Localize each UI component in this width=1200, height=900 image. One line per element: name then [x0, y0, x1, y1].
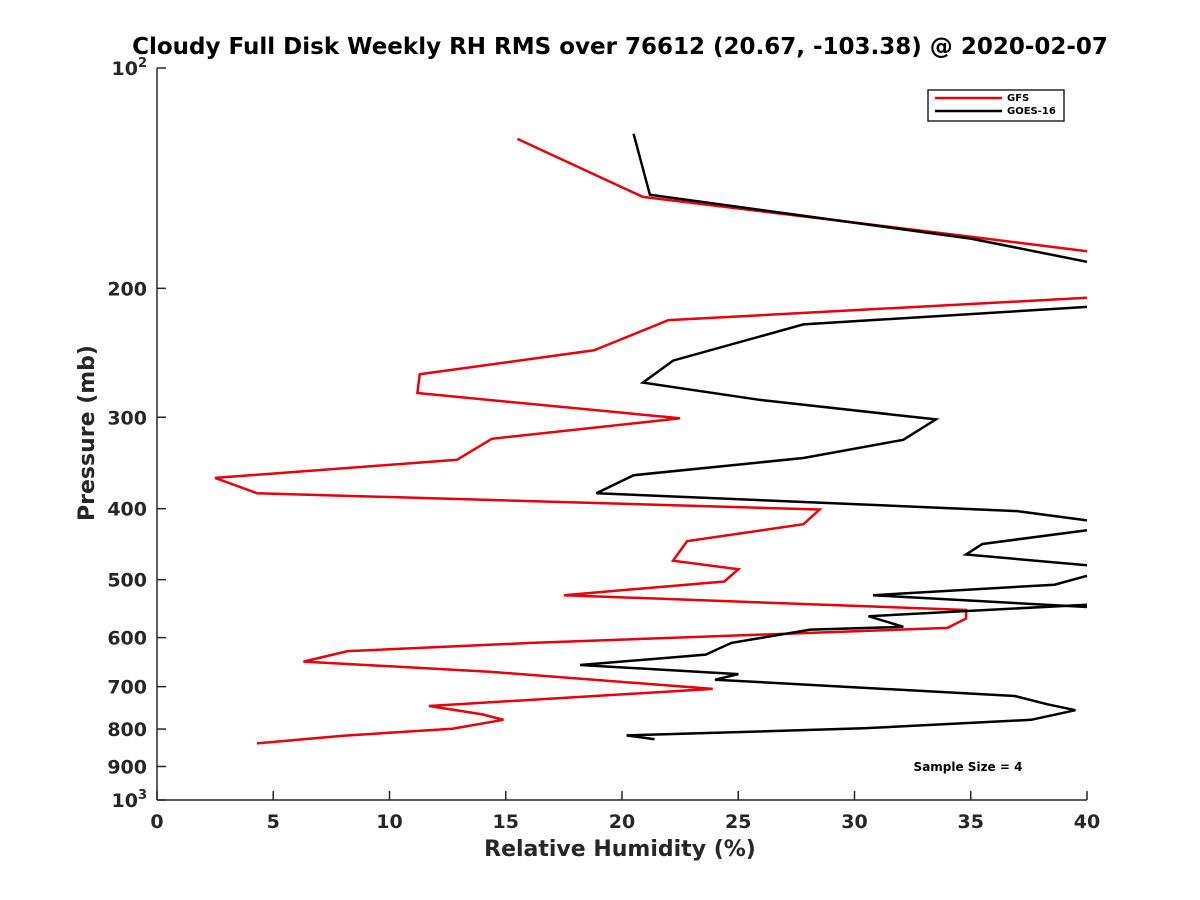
plot-axes: [156, 67, 1088, 801]
y-tick-label: 10: [112, 58, 138, 80]
x-tick-label: 15: [493, 811, 519, 833]
legend: GFS GOES-16: [927, 89, 1065, 122]
series-line-goes16-seg0: [632, 133, 1088, 264]
x-tick-label: 10: [376, 811, 402, 833]
series-line-goes16-seg4: [579, 603, 1088, 741]
chart-title: Cloudy Full Disk Weekly RH RMS over 7661…: [132, 34, 1108, 60]
y-tick-label: 700: [107, 677, 147, 699]
y-axis-title: Pressure (mb): [75, 345, 100, 521]
series-layer: [214, 133, 1088, 745]
y-tick-label: 500: [107, 570, 147, 592]
series-line-goes16-seg1: [595, 305, 1088, 522]
y-tick-label: 400: [107, 499, 147, 521]
x-tick-label: 20: [609, 811, 635, 833]
x-tick-label: 35: [958, 811, 984, 833]
y-tick-label: 300: [107, 407, 147, 429]
sample-size-annotation: Sample Size = 4: [914, 760, 1023, 774]
y-tick-exponent: 3: [138, 788, 147, 803]
y-tick-label: 600: [107, 628, 147, 650]
series-line-gfs-seg1: [214, 296, 1088, 745]
y-tick-label: 10: [112, 790, 138, 812]
y-tick-label: 800: [107, 719, 147, 741]
series-line-goes16-seg2: [962, 528, 1088, 567]
x-tick-label: 25: [725, 811, 751, 833]
y-tick-exponent: 2: [138, 56, 147, 71]
x-tick-label: 5: [267, 811, 280, 833]
x-axis-title: Relative Humidity (%): [484, 837, 756, 862]
x-tick-label: 40: [1074, 811, 1100, 833]
y-tick-label: 200: [107, 278, 147, 300]
y-tick-label: 900: [107, 757, 147, 779]
x-tick-label: 30: [841, 811, 867, 833]
legend-box: [927, 89, 1065, 122]
legend-label-goes16: GOES-16: [1007, 106, 1056, 117]
legend-label-gfs: GFS: [1007, 93, 1029, 104]
series-line-goes16-seg3: [873, 574, 1088, 609]
x-tick-label: 0: [150, 811, 163, 833]
